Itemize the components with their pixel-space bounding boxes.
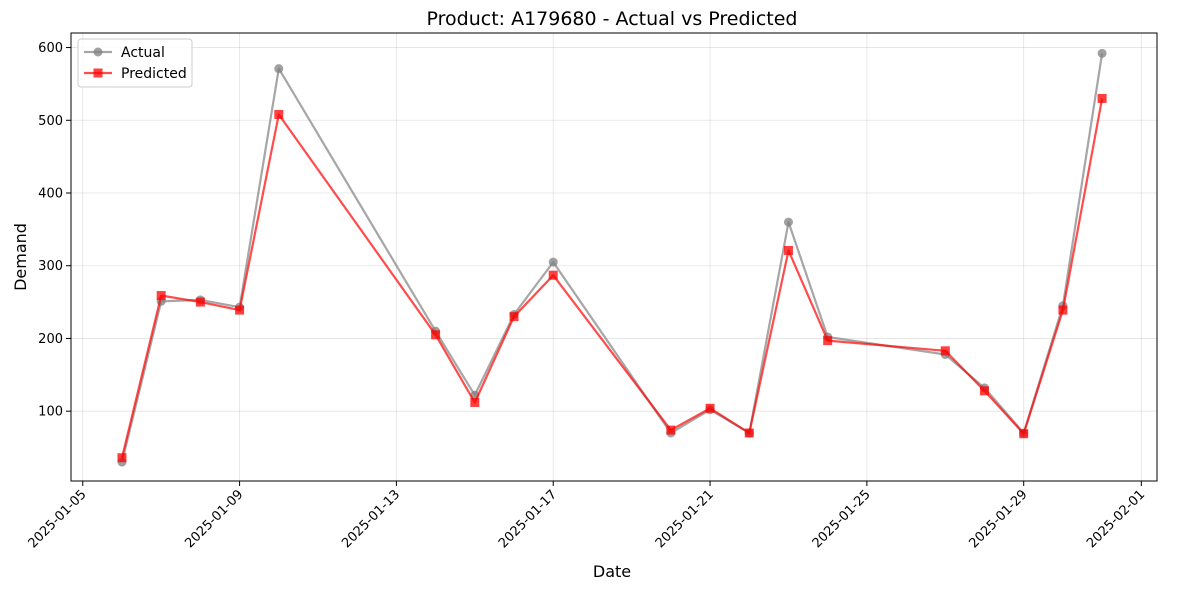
x-tick-label: 2025-01-17 xyxy=(496,487,560,551)
data-point-predicted xyxy=(509,312,519,322)
data-point-predicted xyxy=(1058,305,1068,315)
data-point-predicted xyxy=(783,245,793,255)
x-tick-label: 2025-01-25 xyxy=(810,487,874,551)
y-tick-label: 600 xyxy=(38,41,63,56)
y-axis-title: Demand xyxy=(11,223,30,291)
data-point-predicted xyxy=(979,386,989,396)
y-tick-label: 200 xyxy=(38,332,63,347)
data-point-actual xyxy=(274,64,284,74)
y-tick-label: 400 xyxy=(38,187,63,202)
axis-ticks: 100 200 300 400 500 600 2025-01-05 2025-01-09 20… xyxy=(26,41,1149,551)
data-point-predicted xyxy=(470,397,480,407)
data-point-predicted xyxy=(548,270,558,280)
x-tick-label: 2025-01-05 xyxy=(26,487,90,551)
legend: Actual Predicted xyxy=(77,38,193,88)
x-tick-label: 2025-01-21 xyxy=(653,487,717,551)
legend-item-predicted: Predicted xyxy=(84,66,187,82)
data-point-actual xyxy=(783,217,793,227)
series-predicted xyxy=(117,93,1107,463)
x-tick-label: 2025-02-01 xyxy=(1084,487,1148,551)
legend-marker xyxy=(93,68,103,78)
data-point-predicted xyxy=(744,428,754,438)
data-point-predicted xyxy=(1019,429,1029,439)
legend-item-actual: Actual xyxy=(84,45,165,61)
x-axis-title: Date xyxy=(593,562,631,581)
data-point-predicted xyxy=(117,453,127,463)
legend-label: Actual xyxy=(121,45,165,61)
x-tick-label: 2025-01-13 xyxy=(339,487,403,551)
data-point-predicted xyxy=(235,305,245,315)
legend-marker xyxy=(93,47,103,57)
series-layer xyxy=(117,48,1107,467)
data-point-actual xyxy=(1097,48,1107,58)
x-tick-label: 2025-01-29 xyxy=(966,487,1030,551)
plot-area xyxy=(70,32,1158,482)
data-point-predicted xyxy=(823,336,833,346)
series-line-predicted xyxy=(120,98,1104,458)
data-point-actual xyxy=(548,257,558,267)
series-line-actual xyxy=(120,53,1104,463)
y-tick-label: 100 xyxy=(38,405,63,420)
series-actual xyxy=(117,48,1107,467)
y-tick-label: 300 xyxy=(38,259,63,274)
y-tick-label: 500 xyxy=(38,114,63,129)
data-point-predicted xyxy=(705,403,715,413)
grid xyxy=(71,33,1157,481)
chart-title: Product: A179680 - Actual vs Predicted xyxy=(427,8,798,30)
data-point-predicted xyxy=(666,425,676,435)
x-tick-label: 2025-01-09 xyxy=(182,487,246,551)
data-point-predicted xyxy=(195,297,205,307)
data-point-predicted xyxy=(431,330,441,340)
data-point-predicted xyxy=(940,346,950,356)
data-point-predicted xyxy=(156,291,166,301)
legend-label: Predicted xyxy=(121,66,187,82)
data-point-predicted xyxy=(274,109,284,119)
data-point-predicted xyxy=(1097,93,1107,103)
